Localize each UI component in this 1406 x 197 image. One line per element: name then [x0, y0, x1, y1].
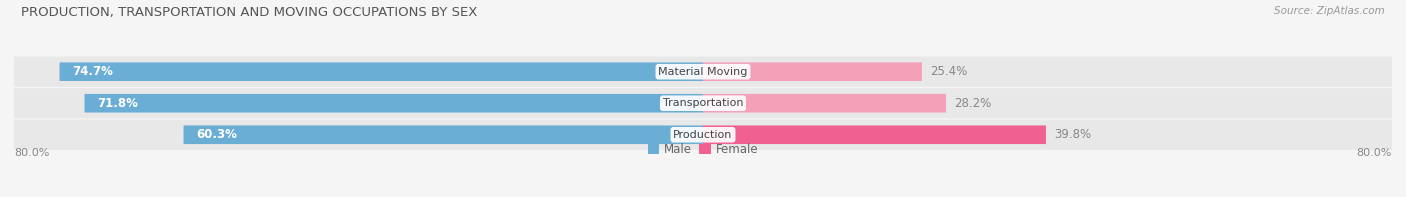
FancyBboxPatch shape	[14, 120, 1392, 150]
Text: Transportation: Transportation	[662, 98, 744, 108]
FancyBboxPatch shape	[703, 125, 1046, 144]
FancyBboxPatch shape	[703, 62, 922, 81]
Text: 74.7%: 74.7%	[73, 65, 114, 78]
Text: Source: ZipAtlas.com: Source: ZipAtlas.com	[1274, 6, 1385, 16]
Text: Production: Production	[673, 130, 733, 140]
FancyBboxPatch shape	[184, 125, 703, 144]
FancyBboxPatch shape	[14, 57, 1392, 87]
Text: 60.3%: 60.3%	[197, 128, 238, 141]
Text: Material Moving: Material Moving	[658, 67, 748, 77]
Text: 71.8%: 71.8%	[97, 97, 138, 110]
Legend: Male, Female: Male, Female	[643, 138, 763, 161]
FancyBboxPatch shape	[59, 62, 703, 81]
FancyBboxPatch shape	[84, 94, 703, 112]
Text: 80.0%: 80.0%	[1357, 148, 1392, 158]
Text: 80.0%: 80.0%	[14, 148, 49, 158]
Text: PRODUCTION, TRANSPORTATION AND MOVING OCCUPATIONS BY SEX: PRODUCTION, TRANSPORTATION AND MOVING OC…	[21, 6, 478, 19]
Text: 25.4%: 25.4%	[931, 65, 967, 78]
FancyBboxPatch shape	[14, 88, 1392, 118]
FancyBboxPatch shape	[703, 94, 946, 112]
Text: 28.2%: 28.2%	[955, 97, 991, 110]
Text: 39.8%: 39.8%	[1054, 128, 1091, 141]
